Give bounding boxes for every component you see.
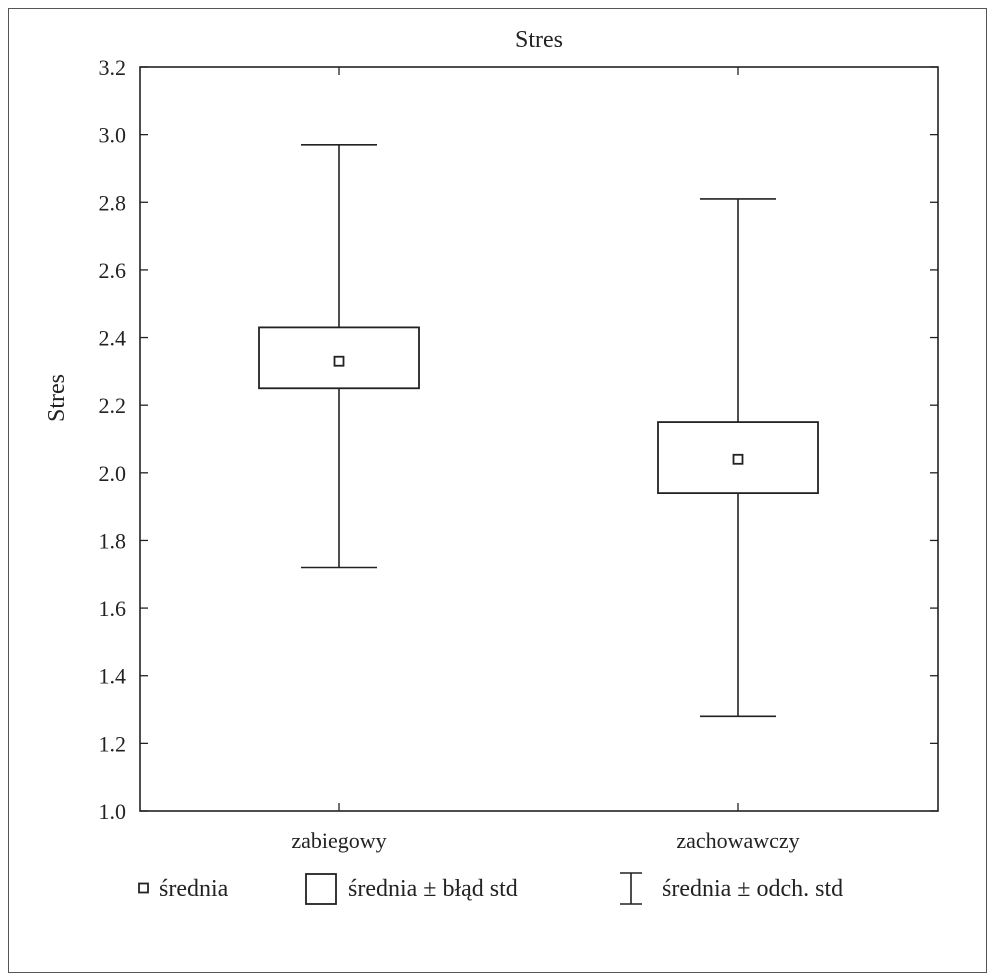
x-tick-label: zabiegowy <box>291 828 386 853</box>
chart-marks <box>258 143 819 718</box>
mean-marker <box>333 355 345 367</box>
legend-label-mean: średnia <box>159 876 229 902</box>
x-tick-label: zachowawczy <box>676 828 799 853</box>
y-axis-label: Stres <box>44 374 70 422</box>
legend: średnia średnia ± błąd std średnia ± odch.… <box>138 872 843 905</box>
y-tick-label: 3.0 <box>99 123 127 148</box>
legend-label-box: średnia ± błąd std <box>348 876 518 902</box>
y-tick-label: 2.8 <box>99 190 127 215</box>
y-tick-label: 1.6 <box>99 596 127 621</box>
legend-symbol-mean <box>138 882 149 894</box>
mean-marker <box>732 453 744 465</box>
x-axis: zabiegowy zachowawczy <box>291 67 800 853</box>
y-tick-label: 1.4 <box>99 664 127 689</box>
y-tick-label: 1.2 <box>99 731 127 756</box>
y-tick-label: 1.8 <box>99 528 127 553</box>
y-tick-label: 2.6 <box>99 258 127 283</box>
y-tick-label: 2.0 <box>99 461 127 486</box>
legend-symbol-box <box>305 873 337 905</box>
y-tick-label: 2.2 <box>99 393 127 418</box>
y-tick-label: 1.0 <box>99 799 127 824</box>
legend-label-whisker: średnia ± odch. std <box>662 876 843 902</box>
y-tick-label: 3.2 <box>99 55 127 80</box>
y-tick-label: 2.4 <box>99 326 127 351</box>
plot-area-frame <box>139 66 939 812</box>
figure-border <box>8 8 987 973</box>
chart-title: Stres <box>515 27 563 53</box>
y-axis: 1.0 1.2 1.4 1.6 1.8 2.0 2.2 2.4 2.6 2.8 3.0 3.2 <box>99 55 938 824</box>
